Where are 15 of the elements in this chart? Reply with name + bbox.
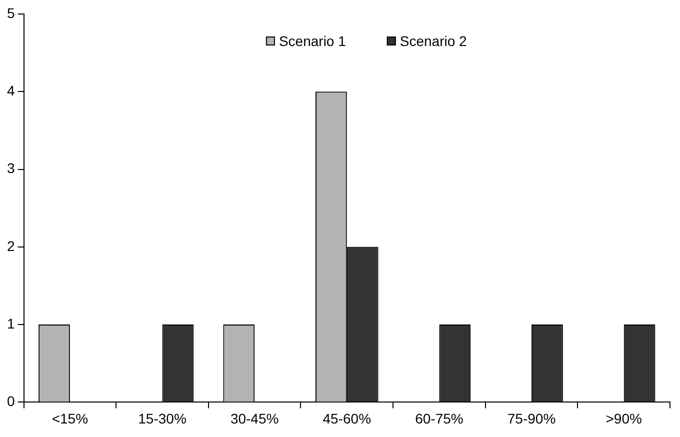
x-tick-label: 60-75% — [415, 410, 464, 426]
y-tick-label: 0 — [6, 393, 15, 410]
y-tick-label: 1 — [6, 315, 15, 332]
x-tick-label: 75-90% — [507, 410, 556, 426]
x-tick-label: <15% — [52, 410, 88, 426]
x-tick-label: >90% — [606, 410, 642, 426]
y-tick-label: 4 — [6, 82, 15, 98]
x-tick-label: 45-60% — [322, 410, 372, 426]
x-tick-label: 15-30% — [138, 410, 186, 426]
y-tick-label: 2 — [6, 238, 15, 254]
legend-label: Scenario 2 — [400, 32, 468, 49]
y-tick-label: 5 — [6, 4, 15, 21]
legend-label: Scenario 1 — [278, 32, 346, 49]
x-tick-label: 30-45% — [230, 410, 279, 426]
y-tick-label: 3 — [6, 160, 15, 176]
